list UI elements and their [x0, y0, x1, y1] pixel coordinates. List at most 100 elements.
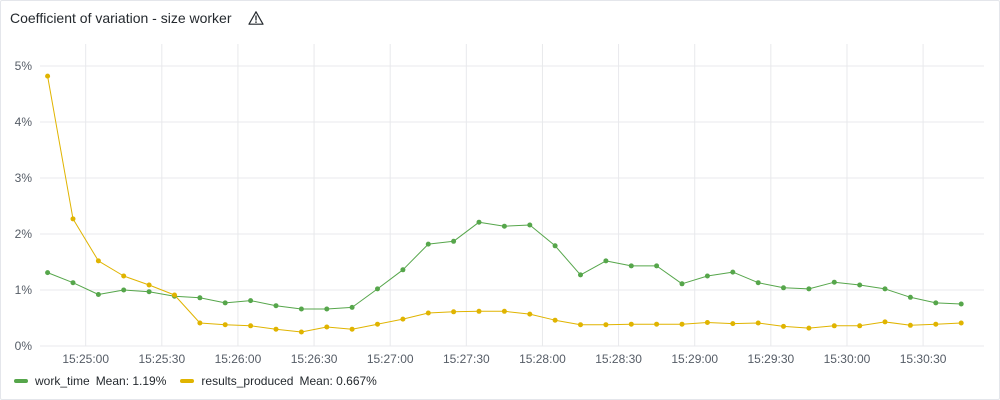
legend-label-work-time: work_time: [35, 374, 90, 388]
data-point[interactable]: [248, 323, 254, 329]
series-line-results-produced[interactable]: [47, 76, 962, 333]
data-point[interactable]: [45, 73, 51, 79]
data-point[interactable]: [578, 272, 583, 278]
data-point[interactable]: [730, 269, 736, 275]
data-point[interactable]: [628, 321, 634, 327]
data-point[interactable]: [806, 325, 812, 331]
data-point[interactable]: [425, 241, 431, 247]
data-point[interactable]: [679, 321, 685, 327]
legend-mean-work-time: Mean: 1.19%: [95, 374, 167, 388]
data-point[interactable]: [857, 323, 863, 329]
data-point[interactable]: [527, 222, 533, 228]
data-point[interactable]: [400, 267, 406, 273]
data-point[interactable]: [324, 306, 330, 312]
data-point[interactable]: [806, 286, 812, 292]
data-point[interactable]: [501, 223, 507, 229]
data-point[interactable]: [146, 289, 152, 295]
data-point[interactable]: [248, 298, 254, 304]
y-tick-label: 5%: [15, 59, 33, 73]
y-tick-label: 4%: [15, 115, 33, 129]
data-point[interactable]: [552, 317, 558, 323]
data-point[interactable]: [476, 308, 482, 314]
data-point[interactable]: [400, 316, 406, 322]
data-point[interactable]: [70, 216, 76, 222]
data-point[interactable]: [375, 321, 380, 327]
legend-swatch-work-time: [14, 379, 28, 383]
data-point[interactable]: [755, 320, 761, 326]
data-point[interactable]: [628, 263, 634, 269]
data-point[interactable]: [831, 279, 837, 285]
x-tick-label: 15:25:30: [138, 352, 185, 366]
legend-item-results-produced[interactable]: results_produced Mean: 0.667%: [180, 374, 377, 388]
data-point[interactable]: [476, 219, 482, 225]
data-point[interactable]: [679, 281, 685, 287]
data-point[interactable]: [222, 300, 228, 306]
series-results-produced[interactable]: [45, 73, 964, 335]
axes: 0% 1% 2% 3% 4% 5% 15:25:00 15:25:30 15:26:00 15:2…: [15, 59, 947, 366]
data-point[interactable]: [958, 320, 964, 326]
grid: [40, 44, 984, 347]
data-point[interactable]: [349, 304, 355, 310]
data-point[interactable]: [857, 282, 863, 288]
data-point[interactable]: [70, 280, 76, 286]
data-point[interactable]: [654, 263, 660, 269]
data-point[interactable]: [298, 306, 304, 312]
data-point[interactable]: [781, 285, 786, 291]
data-point[interactable]: [831, 323, 837, 329]
series-layer[interactable]: [45, 73, 964, 335]
data-point[interactable]: [146, 282, 152, 288]
data-point[interactable]: [933, 300, 939, 306]
data-point[interactable]: [45, 270, 51, 276]
data-point[interactable]: [451, 309, 457, 315]
data-point[interactable]: [197, 320, 203, 326]
legend: work_time Mean: 1.19% results_produced M…: [14, 373, 391, 389]
data-point[interactable]: [121, 287, 127, 293]
x-tick-label: 15:25:00: [62, 352, 109, 366]
data-point[interactable]: [907, 294, 913, 300]
x-tick-label: 15:30:00: [824, 352, 871, 366]
data-point[interactable]: [324, 324, 330, 330]
data-point[interactable]: [730, 321, 736, 327]
data-point[interactable]: [273, 303, 279, 309]
data-point[interactable]: [552, 243, 558, 249]
data-point[interactable]: [882, 319, 888, 325]
data-point[interactable]: [95, 258, 101, 264]
data-point[interactable]: [273, 326, 279, 332]
data-point[interactable]: [375, 286, 380, 292]
data-point[interactable]: [172, 292, 177, 298]
data-point[interactable]: [704, 320, 710, 325]
series-line-work-time[interactable]: [47, 221, 962, 310]
data-point[interactable]: [603, 258, 609, 264]
y-tick-label: 2%: [15, 227, 33, 241]
data-point[interactable]: [501, 308, 507, 314]
data-point[interactable]: [882, 286, 888, 292]
data-point[interactable]: [451, 238, 457, 244]
data-point[interactable]: [425, 310, 431, 316]
legend-swatch-results-produced: [180, 379, 195, 383]
data-point[interactable]: [349, 326, 355, 332]
data-point[interactable]: [298, 329, 304, 335]
data-point[interactable]: [95, 292, 101, 297]
warning-triangle-icon[interactable]: [247, 10, 264, 26]
x-tick-label: 15:28:00: [519, 352, 566, 366]
data-point[interactable]: [755, 280, 761, 286]
legend-label-results-produced: results_produced: [201, 374, 294, 388]
data-point[interactable]: [121, 273, 127, 279]
data-point[interactable]: [907, 322, 913, 328]
panel-title[interactable]: Coefficient of variation - size worker: [10, 10, 232, 26]
data-point[interactable]: [527, 311, 533, 317]
data-point[interactable]: [578, 322, 583, 328]
data-point[interactable]: [222, 322, 228, 328]
data-point[interactable]: [933, 321, 939, 327]
data-point[interactable]: [603, 322, 609, 328]
data-point[interactable]: [958, 301, 964, 307]
data-point[interactable]: [781, 323, 786, 329]
x-tick-label: 15:28:30: [595, 352, 642, 366]
data-point[interactable]: [704, 273, 710, 279]
data-point[interactable]: [197, 295, 203, 301]
data-point[interactable]: [654, 321, 660, 327]
panel-header[interactable]: Coefficient of variation - size worker: [10, 7, 264, 29]
legend-item-work-time[interactable]: work_time Mean: 1.19%: [14, 374, 166, 388]
series-work-time[interactable]: [45, 219, 964, 312]
